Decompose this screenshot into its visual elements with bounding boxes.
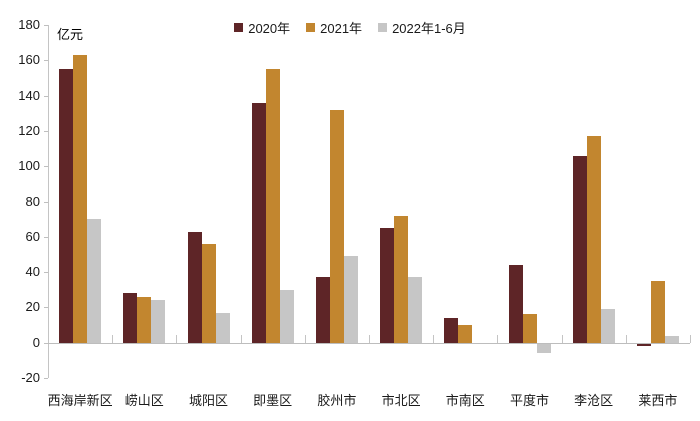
bar-2022年1-6月-胶州市	[343, 256, 358, 343]
legend-label: 2022年1-6月	[392, 20, 466, 36]
bar-2020年-平度市	[508, 265, 523, 343]
x-tick-mark	[240, 334, 242, 343]
y-tick-mark	[44, 272, 48, 274]
bar-2021年-市北区	[394, 215, 409, 343]
y-axis-unit-label: 亿元	[57, 27, 84, 42]
y-tick-mark	[44, 236, 48, 238]
y-tick-label: 140	[18, 87, 40, 103]
legend-label: 2020年	[248, 20, 291, 36]
x-axis-label: 莱西市	[638, 393, 678, 408]
y-tick-mark	[44, 95, 48, 97]
legend-label: 2021年	[320, 20, 363, 36]
x-axis-label: 胶州市	[317, 393, 357, 408]
y-tick-label: 160	[18, 52, 40, 68]
bar-2020年-市南区	[444, 317, 459, 343]
y-tick-label: 0	[32, 334, 40, 350]
bar-2021年-即墨区	[265, 69, 280, 343]
x-axis-line	[48, 342, 690, 344]
bar-2022年1-6月-市北区	[408, 277, 423, 343]
x-axis-label: 市北区	[381, 393, 421, 408]
bar-2021年-莱西市	[650, 280, 665, 343]
y-tick-mark	[44, 342, 48, 344]
bar-2020年-崂山区	[123, 293, 138, 343]
x-axis-label: 平度市	[509, 393, 549, 408]
y-tick-mark	[44, 60, 48, 62]
x-axis-label: 城阳区	[188, 393, 228, 408]
x-tick-mark	[176, 334, 178, 343]
bar-2022年1-6月-莱西市	[664, 335, 679, 343]
bar-2022年1-6月-崂山区	[151, 300, 166, 343]
x-tick-mark	[690, 334, 691, 343]
x-tick-mark	[497, 334, 499, 343]
y-tick-mark	[44, 25, 48, 26]
y-tick-label: 180	[18, 17, 40, 32]
bar-2020年-西海岸新区	[59, 69, 74, 343]
bar-2021年-李沧区	[586, 136, 601, 343]
x-axis-label: 西海岸新区	[47, 393, 113, 408]
legend-swatch-icon	[378, 22, 388, 32]
bar-2022年1-6月-城阳区	[215, 312, 230, 343]
y-tick-mark	[44, 378, 48, 379]
x-axis-label: 崂山区	[124, 393, 164, 408]
x-axis-label: 市南区	[445, 393, 485, 408]
bar-2021年-市南区	[458, 325, 473, 343]
y-tick-label: -20	[21, 370, 40, 385]
x-tick-mark	[304, 334, 306, 343]
x-tick-mark	[112, 334, 114, 343]
legend-swatch-icon	[234, 22, 244, 32]
bar-2021年-崂山区	[137, 296, 152, 343]
bar-2020年-市北区	[380, 227, 395, 343]
y-tick-label: 120	[18, 122, 40, 138]
y-tick-label: 80	[25, 193, 40, 209]
chart-legend: 2020年 2021年 2022年1-6月	[0, 18, 700, 36]
y-tick-mark	[44, 166, 48, 168]
bar-2022年1-6月-即墨区	[279, 289, 294, 343]
x-axis-label: 李沧区	[574, 393, 614, 408]
x-axis-label: 即墨区	[253, 393, 293, 408]
bar-2022年1-6月-李沧区	[600, 309, 615, 343]
legend-item: 2022年1-6月	[378, 18, 466, 37]
bar-2020年-城阳区	[187, 231, 202, 343]
y-axis-line	[48, 25, 49, 378]
bar-2020年-胶州市	[315, 277, 330, 343]
bar-2020年-李沧区	[572, 155, 587, 343]
y-tick-label: 100	[18, 158, 40, 174]
y-tick-mark	[44, 201, 48, 203]
legend-item: 2020年	[234, 18, 290, 37]
bar-2021年-西海岸新区	[73, 55, 88, 343]
legend-swatch-icon	[306, 22, 316, 32]
y-tick-label: 20	[25, 299, 40, 315]
x-tick-mark	[369, 334, 370, 343]
legend-item: 2021年	[306, 18, 362, 37]
x-tick-mark	[561, 334, 563, 343]
y-tick-mark	[44, 130, 48, 132]
bar-2022年1-6月-平度市	[536, 342, 551, 354]
x-tick-mark	[433, 334, 435, 343]
y-tick-label: 40	[25, 264, 40, 280]
bar-2022年1-6月-西海岸新区	[87, 219, 102, 343]
bar-2020年-莱西市	[636, 342, 651, 347]
x-tick-mark	[625, 334, 627, 343]
bar-2021年-胶州市	[329, 109, 344, 343]
y-tick-label: 60	[25, 228, 40, 244]
y-tick-mark	[44, 307, 48, 309]
bar-2021年-平度市	[522, 314, 537, 343]
bar-2021年-城阳区	[201, 243, 216, 343]
bar-2020年-即墨区	[251, 102, 266, 343]
